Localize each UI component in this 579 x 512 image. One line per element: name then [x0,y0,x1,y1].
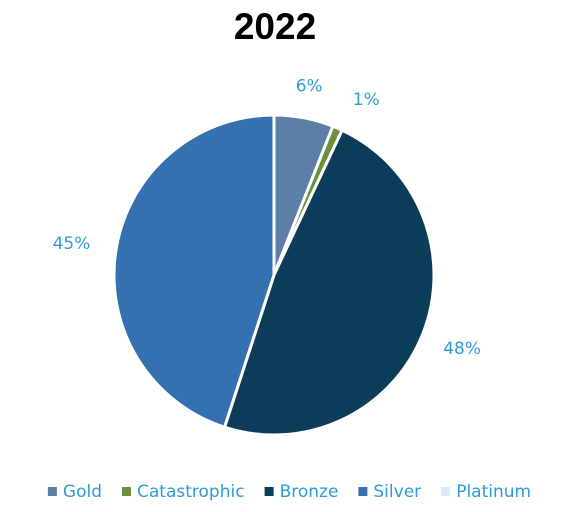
legend-swatch-catastrophic [122,487,131,496]
legend-label-bronze: Bronze [280,482,339,502]
chart-title: 2022 [234,6,316,47]
data-label-silver: 45% [53,234,91,254]
data-label-catastrophic: 1% [353,90,380,110]
pie-slice-silver [112,113,276,429]
legend-swatch-silver [358,487,368,496]
legend-label-catastrophic: Catastrophic [137,482,245,502]
data-label-bronze: 48% [443,339,481,359]
legend-swatch-bronze [264,487,274,496]
legend-label-gold: Gold [63,482,102,502]
legend-swatch-gold [47,487,57,496]
legend: Gold Catastrophic Bronze Silver Platinum [47,482,531,502]
data-label-gold: 6% [296,76,323,96]
data-labels: 6% 1% 48% 45% [53,76,481,359]
legend-item-platinum: Platinum [441,482,531,502]
pie-slice-bronze [223,128,436,437]
legend-label-platinum: Platinum [456,482,531,502]
legend-label-silver: Silver [373,482,421,502]
legend-swatch-platinum [441,487,451,496]
legend-item-catastrophic: Catastrophic [122,482,245,502]
legend-item-gold: Gold [47,482,102,502]
legend-item-bronze: Bronze [264,482,339,502]
legend-item-silver: Silver [358,482,421,502]
pie-slices [112,113,436,437]
